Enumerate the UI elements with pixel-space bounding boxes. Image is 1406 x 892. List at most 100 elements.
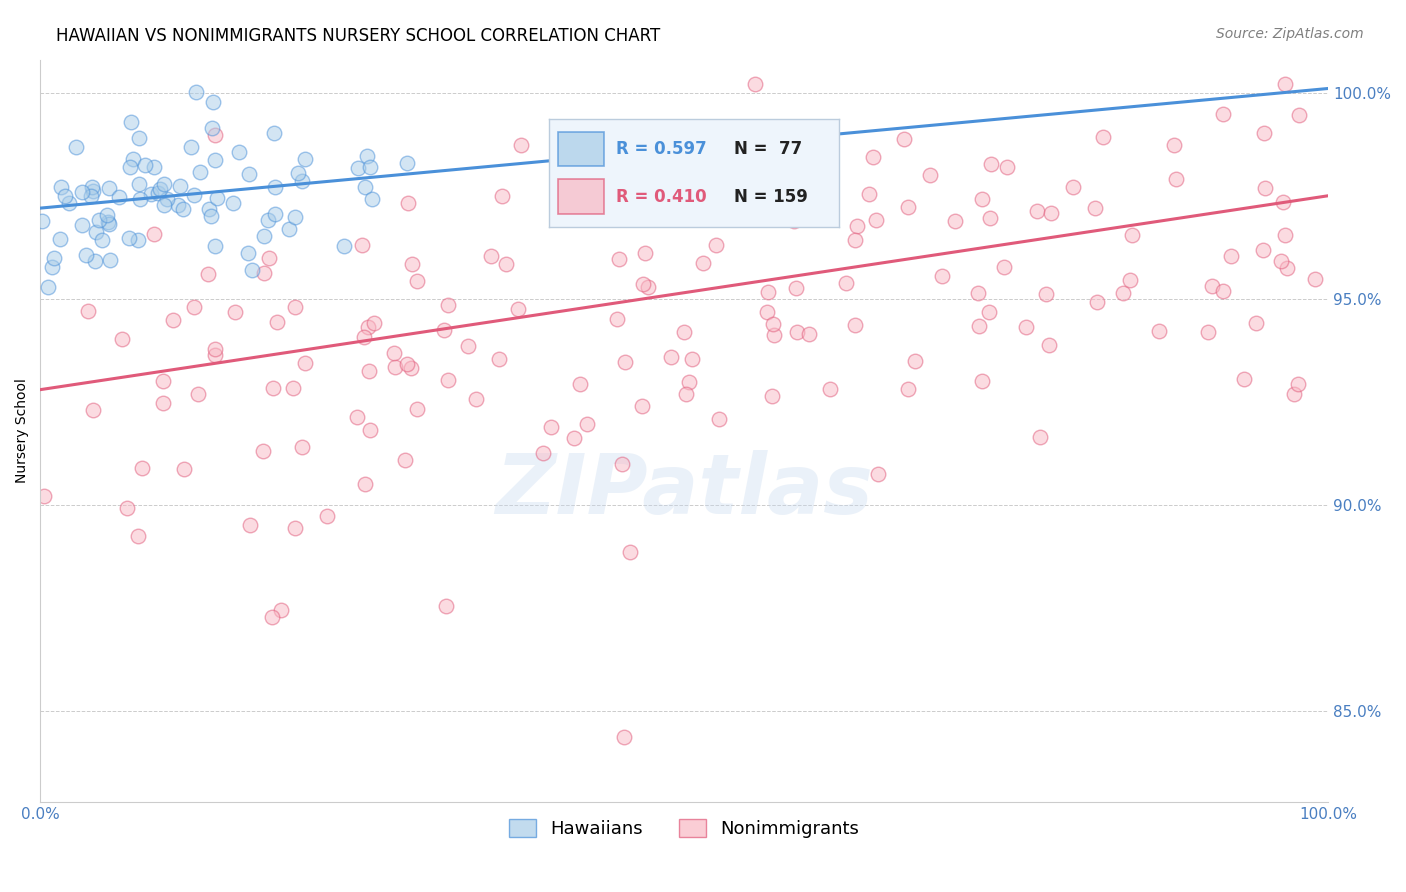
Point — [399, 361, 422, 376]
Point — [108, 189, 131, 203]
Point — [897, 200, 920, 214]
Point — [128, 131, 150, 145]
Point — [659, 350, 682, 364]
Point — [818, 382, 841, 396]
Point — [797, 327, 820, 342]
Point — [931, 268, 953, 283]
Point — [835, 276, 858, 290]
Point — [396, 357, 419, 371]
Point — [845, 219, 868, 234]
Point — [630, 399, 652, 413]
Point — [262, 381, 284, 395]
Point — [70, 218, 93, 232]
Point — [98, 181, 121, 195]
Point — [1015, 319, 1038, 334]
Point — [606, 311, 628, 326]
Point — [844, 318, 866, 333]
Point — [436, 373, 458, 387]
Point — [479, 249, 502, 263]
Point — [1274, 228, 1296, 243]
Point — [1274, 78, 1296, 92]
Point — [58, 196, 80, 211]
Point — [1282, 387, 1305, 401]
Point — [291, 440, 314, 454]
Point — [166, 198, 188, 212]
Point — [980, 157, 1002, 171]
Point — [1197, 325, 1219, 339]
Point — [188, 165, 211, 179]
Point — [464, 392, 486, 407]
Point — [972, 192, 994, 206]
Point — [1201, 279, 1223, 293]
Point — [540, 420, 562, 434]
Point — [995, 160, 1018, 174]
Point — [80, 189, 103, 203]
Point — [77, 304, 100, 318]
Point — [858, 186, 880, 201]
Point — [263, 180, 285, 194]
Point — [96, 208, 118, 222]
Point — [49, 179, 72, 194]
Point — [1025, 204, 1047, 219]
Point — [256, 213, 278, 227]
Point — [202, 95, 225, 109]
Point — [714, 176, 737, 190]
Point — [37, 279, 59, 293]
Point — [405, 274, 427, 288]
Text: ZIPatlas: ZIPatlas — [495, 450, 873, 531]
Point — [613, 355, 636, 369]
Point — [1244, 317, 1267, 331]
Point — [619, 544, 641, 558]
Point — [357, 364, 380, 378]
Text: HAWAIIAN VS NONIMMIGRANTS NURSERY SCHOOL CORRELATION CHART: HAWAIIAN VS NONIMMIGRANTS NURSERY SCHOOL… — [56, 27, 661, 45]
Point — [187, 387, 209, 401]
Point — [1119, 273, 1142, 287]
Point — [783, 214, 806, 228]
Point — [277, 222, 299, 236]
Point — [55, 189, 77, 203]
Point — [405, 401, 427, 416]
Point — [127, 529, 149, 543]
Point — [1251, 244, 1274, 258]
Point — [86, 225, 108, 239]
Point — [1029, 429, 1052, 443]
Point — [236, 245, 259, 260]
Point — [755, 305, 778, 319]
Y-axis label: Nursery School: Nursery School — [15, 378, 30, 483]
Point — [1121, 228, 1143, 243]
Point — [149, 182, 172, 196]
Point — [238, 168, 260, 182]
Point — [1163, 137, 1185, 152]
Point — [509, 137, 531, 152]
Point — [357, 319, 380, 334]
Point — [803, 121, 825, 136]
Point — [1062, 179, 1084, 194]
Point — [943, 214, 966, 228]
Point — [253, 266, 276, 280]
Point — [354, 180, 377, 194]
Point — [270, 602, 292, 616]
Point — [152, 374, 174, 388]
Point — [1091, 130, 1114, 145]
Point — [152, 197, 174, 211]
Point — [156, 193, 179, 207]
Point — [128, 178, 150, 192]
Point — [434, 599, 457, 613]
Point — [98, 252, 121, 267]
Point — [204, 239, 226, 253]
Point — [762, 317, 785, 331]
Point — [31, 214, 53, 228]
Point — [183, 188, 205, 202]
Point — [678, 375, 700, 389]
Point — [120, 160, 142, 174]
Point — [1147, 325, 1170, 339]
Point — [681, 352, 703, 367]
Point — [1040, 206, 1063, 220]
Point — [612, 458, 634, 472]
Point — [897, 382, 920, 396]
Point — [204, 343, 226, 357]
Point — [82, 184, 104, 198]
Point — [607, 252, 630, 267]
Point — [356, 149, 378, 163]
Point — [287, 166, 309, 180]
